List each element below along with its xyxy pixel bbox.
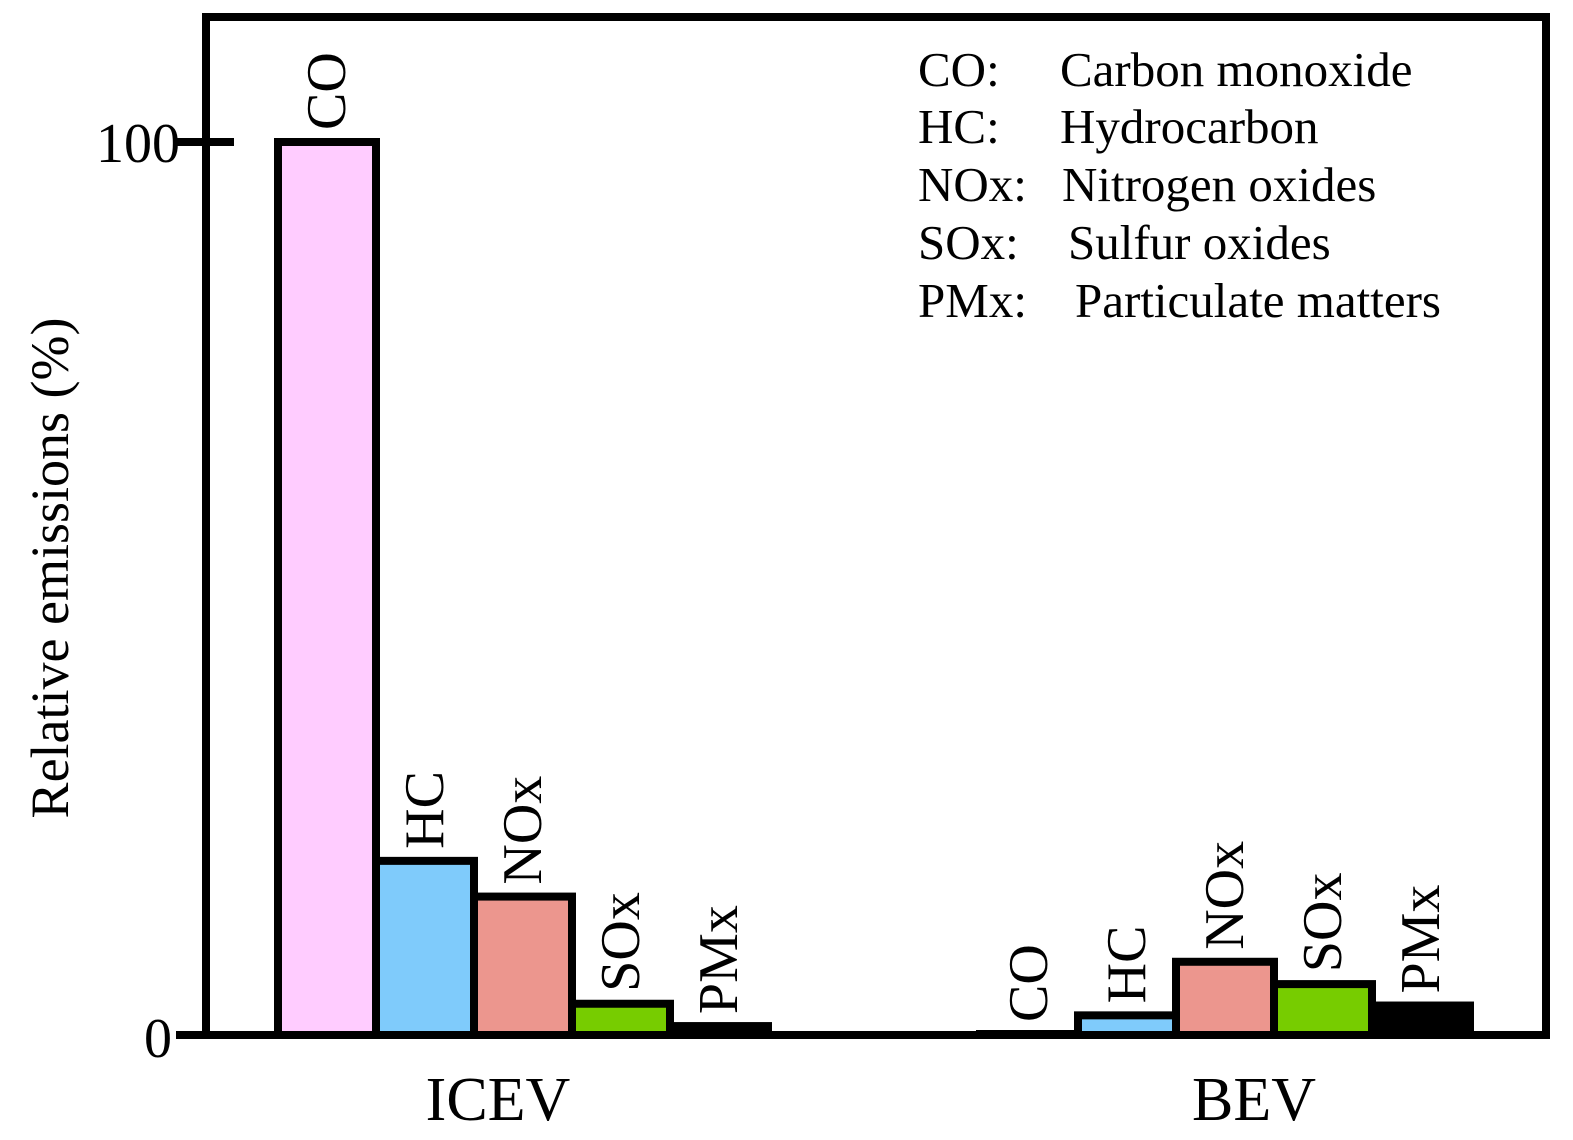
bar-bev-sox — [1270, 980, 1376, 1039]
legend-desc-hc: Hydrocarbon — [1060, 99, 1319, 154]
bar-label-icev-hc: HC — [394, 771, 456, 849]
legend-abbr-pmx: PMx: — [918, 273, 1027, 328]
bar-label-bev-pmx: PMx — [1390, 885, 1452, 994]
legend-desc-co: Carbon monoxide — [1060, 42, 1412, 97]
bar-icev-nox — [470, 892, 576, 1040]
bar-bev-nox — [1172, 957, 1278, 1039]
legend-abbr-co: CO: — [918, 42, 1000, 97]
y-axis-label: Relative emissions (%) — [20, 318, 80, 819]
legend: CO: Carbon monoxide HC: Hydrocarbon NOx:… — [918, 42, 1441, 328]
bar-icev-sox — [568, 999, 674, 1039]
bar-icev-hc — [372, 856, 478, 1039]
bar-label-icev-pmx: PMx — [688, 905, 750, 1014]
bar-label-icev-sox: SOx — [590, 892, 652, 992]
legend-abbr-nox: NOx: — [918, 157, 1027, 212]
legend-abbr-sox: SOx: — [918, 215, 1019, 270]
bar-labels-group: CO HC NOx SOx PMx CO HC NOx SOx PMx — [296, 52, 1452, 1022]
bar-label-icev-nox: NOx — [492, 776, 554, 885]
bar-bev-pmx — [1368, 1001, 1474, 1040]
legend-desc-nox: Nitrogen oxides — [1062, 157, 1376, 212]
legend-abbr-hc: HC: — [918, 99, 1000, 154]
bar-icev-co — [274, 138, 380, 1039]
category-label-icev: ICEV — [426, 1066, 571, 1134]
legend-desc-pmx: Particulate matters — [1075, 273, 1441, 328]
legend-desc-sox: Sulfur oxides — [1068, 215, 1331, 270]
bar-label-bev-nox: NOx — [1194, 841, 1256, 950]
bar-label-bev-hc: HC — [1096, 926, 1158, 1004]
bar-label-icev-co: CO — [296, 52, 358, 130]
y-tick-label-100: 100 — [96, 113, 180, 175]
bar-label-bev-sox: SOx — [1292, 873, 1354, 973]
bar-label-bev-co: CO — [998, 944, 1060, 1022]
y-tick-label-0: 0 — [144, 1008, 172, 1070]
category-label-bev: BEV — [1192, 1066, 1316, 1134]
